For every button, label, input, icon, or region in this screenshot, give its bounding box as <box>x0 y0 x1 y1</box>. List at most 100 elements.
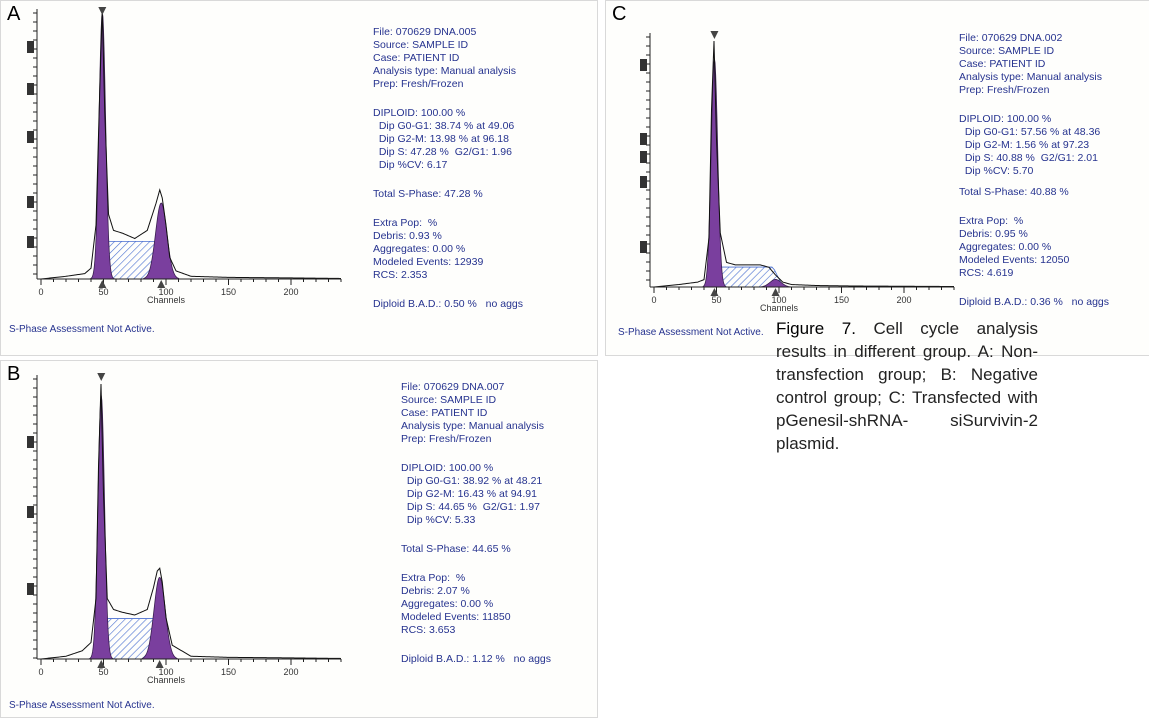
stats-b: File: 070629 DNA.007 Source: SAMPLE ID C… <box>401 381 551 666</box>
y-marker <box>640 151 647 163</box>
assessment-note-a: S-Phase Assessment Not Active. <box>9 324 155 335</box>
x-tick-label: 150 <box>221 667 236 677</box>
y-marker <box>640 133 647 145</box>
histogram-a: 0 50 100 150 200 Channels <box>27 7 342 305</box>
y-marker <box>27 41 34 53</box>
stat-extra-pop: Extra Pop: % <box>401 572 466 584</box>
y-marker <box>27 583 34 595</box>
panel-letter-c: C <box>612 3 627 25</box>
stat-diploid: DIPLOID: 100.00 % <box>959 113 1052 125</box>
stat-g0g1: Dip G0-G1: 57.56 % at 48.36 <box>959 126 1101 138</box>
panel-c: 0 50 100 150 200 Channels C File: 070629 DNA.… <box>605 0 1149 356</box>
peak-marker <box>155 660 164 668</box>
caption-label: Figure 7. <box>776 319 856 338</box>
s-phase-area <box>711 266 784 288</box>
stat-analysis: Analysis type: Manual analysis <box>373 65 516 77</box>
top-marker <box>98 7 107 15</box>
y-marker <box>640 59 647 71</box>
stat-file: File: 070629 DNA.005 <box>373 26 477 38</box>
stat-rcs: RCS: 2.353 <box>373 269 428 281</box>
stat-g2m: Dip G2-M: 13.98 % at 96.18 <box>373 133 509 145</box>
stat-g0g1: Dip G0-G1: 38.74 % at 49.06 <box>373 120 515 132</box>
stat-modeled: Modeled Events: 12050 <box>959 254 1070 266</box>
panel-letter-b: B <box>7 363 21 385</box>
stat-total-s: Total S-Phase: 47.28 % <box>373 188 483 200</box>
stat-s: Dip S: 40.88 % G2/G1: 2.01 <box>959 152 1098 164</box>
x-tick-label: 100 <box>158 287 173 297</box>
stat-analysis: Analysis type: Manual analysis <box>959 71 1102 83</box>
peak-marker <box>771 288 780 296</box>
stat-total-s: Total S-Phase: 40.88 % <box>959 186 1069 198</box>
stat-case: Case: PATIENT ID <box>401 407 488 419</box>
stat-case: Case: PATIENT ID <box>373 52 460 64</box>
y-marker <box>27 506 34 518</box>
g0-g1-peak <box>86 12 118 280</box>
stat-bad: Diploid B.A.D.: 1.12 % no aggs <box>401 653 551 665</box>
x-tick-label: 50 <box>98 287 108 297</box>
stat-cv: Dip %CV: 6.17 <box>373 159 448 171</box>
stat-s: Dip S: 47.28 % G2/G1: 1.96 <box>373 146 512 158</box>
stat-g2m: Dip G2-M: 1.56 % at 97.23 <box>959 139 1090 151</box>
histogram-envelope <box>40 8 342 280</box>
panel-b: 0 50 100 150 200 Channels B File: 070629 DNA.… <box>0 360 598 718</box>
x-tick-label: 100 <box>771 295 786 305</box>
panel-a: 0 50 100 150 200 Channels A File: 070629 DNA.… <box>0 0 598 356</box>
g2-m-peak <box>143 202 180 280</box>
stat-case: Case: PATIENT ID <box>959 58 1046 70</box>
stat-rcs: RCS: 3.653 <box>401 624 456 636</box>
x-tick-label: 0 <box>38 287 43 297</box>
stat-prep: Prep: Fresh/Frozen <box>373 78 464 90</box>
stat-s: Dip S: 44.65 % G2/G1: 1.97 <box>401 501 540 513</box>
stat-debris: Debris: 0.95 % <box>959 228 1028 240</box>
stat-prep: Prep: Fresh/Frozen <box>959 84 1050 96</box>
histogram-b: 0 50 100 150 200 Channels <box>27 373 342 685</box>
peak-marker <box>157 280 166 288</box>
stat-prep: Prep: Fresh/Frozen <box>401 433 492 445</box>
stat-bad: Diploid B.A.D.: 0.50 % no aggs <box>373 298 523 310</box>
stat-aggregates: Aggregates: 0.00 % <box>373 243 466 255</box>
x-tick-label: 150 <box>834 295 849 305</box>
stat-source: Source: SAMPLE ID <box>373 39 469 51</box>
stats-a: File: 070629 DNA.005 Source: SAMPLE ID C… <box>373 26 523 311</box>
stat-bad: Diploid B.A.D.: 0.36 % no aggs <box>959 296 1109 308</box>
x-axis-label: Channels <box>147 675 186 685</box>
y-marker <box>27 83 34 95</box>
g2-m-peak <box>757 279 794 288</box>
stat-diploid: DIPLOID: 100.00 % <box>373 107 466 119</box>
figure-caption: Figure 7. Cell cycle analysis results in… <box>776 317 1038 455</box>
top-marker <box>97 373 106 381</box>
peak-marker <box>98 280 107 288</box>
stat-debris: Debris: 0.93 % <box>373 230 442 242</box>
stat-g0g1: Dip G0-G1: 38.92 % at 48.21 <box>401 475 543 487</box>
y-marker <box>640 241 647 253</box>
assessment-note-c: S-Phase Assessment Not Active. <box>618 327 764 338</box>
stat-aggregates: Aggregates: 0.00 % <box>401 598 494 610</box>
y-marker <box>27 131 34 143</box>
stat-file: File: 070629 DNA.002 <box>959 32 1063 44</box>
stat-extra-pop: Extra Pop: % <box>959 215 1024 227</box>
x-tick-label: 150 <box>221 287 236 297</box>
stat-cv: Dip %CV: 5.33 <box>401 514 476 526</box>
stat-diploid: DIPLOID: 100.00 % <box>401 462 494 474</box>
stat-modeled: Modeled Events: 11850 <box>401 611 511 623</box>
y-marker <box>27 436 34 448</box>
stat-total-s: Total S-Phase: 44.65 % <box>401 543 511 555</box>
stat-analysis: Analysis type: Manual analysis <box>401 420 544 432</box>
top-marker <box>710 31 719 39</box>
caption-text: Cell cycle analysis results in different… <box>776 319 1038 453</box>
histogram-c: 0 50 100 150 200 Channels <box>640 31 955 313</box>
stat-g2m: Dip G2-M: 16.43 % at 94.91 <box>401 488 537 500</box>
g2-m-peak <box>141 576 178 660</box>
x-axis-label: Channels <box>760 303 799 313</box>
histogram-envelope <box>40 383 342 660</box>
x-tick-label: 50 <box>711 295 721 305</box>
assessment-note-b: S-Phase Assessment Not Active. <box>9 700 155 711</box>
stat-modeled: Modeled Events: 12939 <box>373 256 484 268</box>
stat-extra-pop: Extra Pop: % <box>373 217 438 229</box>
x-axis-label: Channels <box>147 295 186 305</box>
stats-c: File: 070629 DNA.002 Source: SAMPLE ID C… <box>959 32 1109 309</box>
x-tick-label: 100 <box>158 667 173 677</box>
x-tick-label: 0 <box>651 295 656 305</box>
panel-letter-a: A <box>7 3 21 25</box>
stat-cv: Dip %CV: 5.70 <box>959 165 1034 177</box>
